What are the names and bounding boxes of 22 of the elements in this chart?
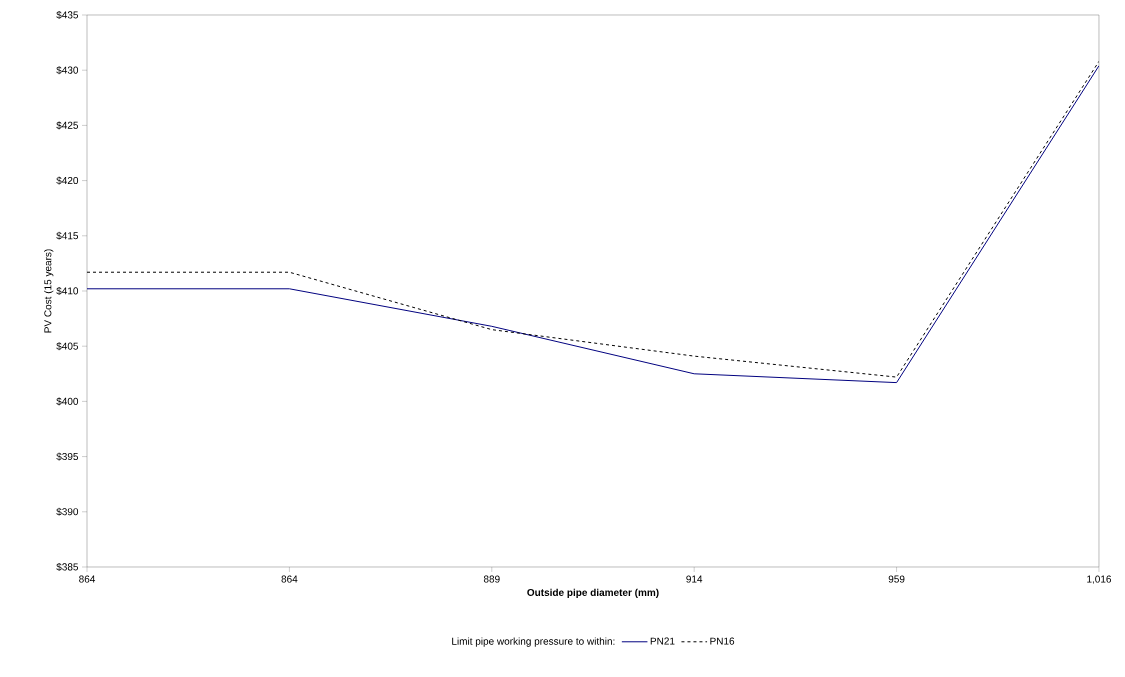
legend-label: PN16 <box>710 637 735 645</box>
y-tick-label: $405 <box>56 342 79 351</box>
y-tick-label: $420 <box>56 176 79 185</box>
y-tick-label: $415 <box>56 231 79 240</box>
y-tick-label: $400 <box>56 397 79 406</box>
legend-label: PN21 <box>650 637 675 645</box>
x-tick-label: 959 <box>888 575 905 583</box>
x-tick-label: 914 <box>686 575 703 583</box>
y-tick-label: $385 <box>56 562 79 572</box>
y-axis-title: PV Cost (15 years) <box>44 249 54 333</box>
y-tick-label: $410 <box>56 286 79 296</box>
y-tick-label: $430 <box>56 66 79 75</box>
legend-title: Limit pipe working pressure to within: <box>452 637 615 647</box>
x-tick-label: 864 <box>281 575 298 583</box>
x-axis-title: Outside pipe diameter (mm) <box>527 588 659 598</box>
y-tick-label: $395 <box>56 452 79 461</box>
x-tick-label: 864 <box>79 575 96 583</box>
x-tick-label: 1,016 <box>1087 575 1112 584</box>
x-tick-label: 889 <box>483 575 500 583</box>
y-tick-label: $390 <box>56 507 79 516</box>
y-tick-label: $435 <box>56 10 79 20</box>
y-tick-label: $425 <box>56 121 79 130</box>
